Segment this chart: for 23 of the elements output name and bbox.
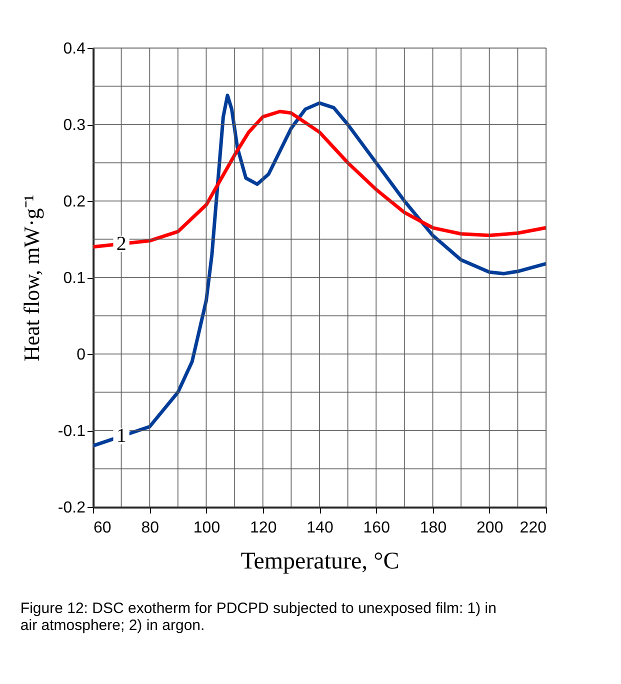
x-tick-label: 60 <box>94 520 112 536</box>
x-tick-label: 200 <box>476 520 504 536</box>
y-tick-label: -0.2 <box>58 500 86 516</box>
y-tick-label: 0.2 <box>63 194 86 210</box>
caption: Figure 12: DSC exotherm for PDCPD subjected to unexposed film: 1) in air atmosphere; 2) in argon. <box>20 600 496 634</box>
x-tick-label: 180 <box>420 520 447 536</box>
x-tick-label: 160 <box>363 520 390 536</box>
y-tick-label: 0 <box>76 346 86 364</box>
line-series <box>91 94 548 448</box>
x-tick-label: 120 <box>250 520 277 536</box>
x-tick-label: 220 <box>520 520 547 536</box>
line-series <box>91 110 548 249</box>
x-tick-label: 100 <box>193 520 220 536</box>
y-tick-label: 0.1 <box>63 270 86 287</box>
y-tick-label: 0.4 <box>63 40 86 58</box>
y-axis-title: Heat flow, mW·g⁻¹ <box>18 194 44 362</box>
y-tick-label: -0.1 <box>58 423 86 440</box>
y-tick-label: 0.3 <box>63 117 86 134</box>
x-tick-label: 80 <box>141 520 160 536</box>
series-label: 1 <box>116 425 126 448</box>
x-axis-title: Temperature, °C <box>240 548 400 574</box>
series-label: 2 <box>116 232 126 255</box>
x-tick-label: 140 <box>306 520 334 536</box>
